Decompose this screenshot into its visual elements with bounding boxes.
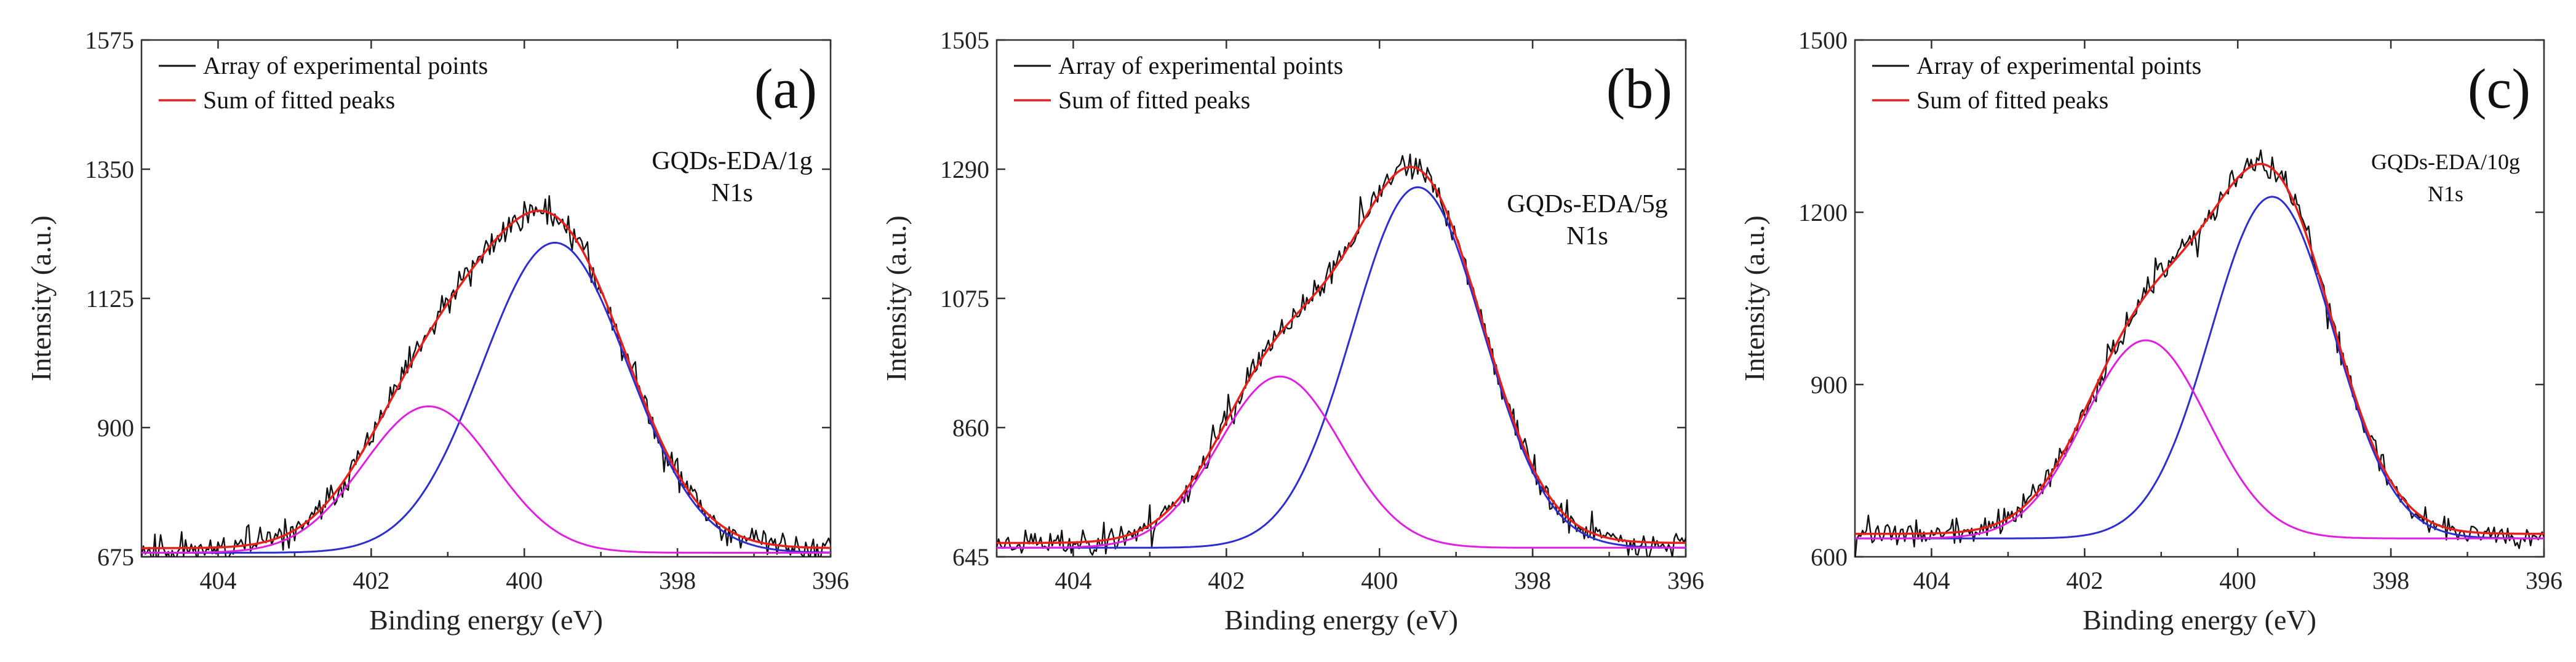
y-tick-label: 1505 xyxy=(940,26,989,54)
y-axis-title: Intensity (a.u.) xyxy=(1739,215,1770,381)
legend-label-fit-sum: Sum of fitted peaks xyxy=(1058,86,1250,114)
x-tick-label: 398 xyxy=(2372,567,2409,594)
x-axis-title: Binding energy (eV) xyxy=(369,604,603,636)
panel-label: (b) xyxy=(1606,57,1672,120)
fitted-sum-line xyxy=(142,209,831,549)
x-tick-label: 404 xyxy=(1913,567,1950,594)
fitted-peak-1 xyxy=(1855,196,2544,540)
x-tick-label: 398 xyxy=(1514,567,1551,594)
fitted-peak-2 xyxy=(997,375,1686,549)
chart-panel-1: 404 402 400 398 396 675 900 1125 1350 1575 Binding… xyxy=(25,26,849,636)
x-tick-label: 400 xyxy=(2219,567,2256,594)
chart-panel-3: 404 402 400 398 396 600 900 1200 1500 Binding ene… xyxy=(1739,26,2562,636)
core-level-annotation: N1s xyxy=(2428,181,2463,206)
y-tick-label: 1290 xyxy=(940,156,989,183)
x-axis-title: Binding energy (eV) xyxy=(2083,604,2316,636)
legend-label-experimental: Array of experimental points xyxy=(1916,52,2201,79)
experimental-points-line xyxy=(1855,149,2544,557)
y-tick-label: 1575 xyxy=(85,26,134,54)
x-tick-label: 400 xyxy=(1361,567,1398,594)
panel-label: (a) xyxy=(754,57,817,120)
core-level-annotation: N1s xyxy=(1566,222,1608,250)
plot-area xyxy=(1855,149,2544,557)
x-tick-label: 402 xyxy=(1208,567,1245,594)
plot-area xyxy=(142,195,831,557)
x-tick-label: 400 xyxy=(506,567,543,594)
fitted-peak-1 xyxy=(142,242,831,554)
y-tick-label: 645 xyxy=(952,543,989,571)
plot-frame xyxy=(140,39,832,558)
x-tick-label: 402 xyxy=(2066,567,2103,594)
sample-annotation: GQDs-EDA/10g xyxy=(2371,150,2520,174)
x-axis-title: Binding energy (eV) xyxy=(1224,604,1458,636)
core-level-annotation: N1s xyxy=(711,179,753,207)
y-axis-title: Intensity (a.u.) xyxy=(25,215,57,381)
y-tick-label: 900 xyxy=(97,414,134,442)
fitted-peak-1 xyxy=(997,186,1686,549)
sample-annotation: GQDs-EDA/1g xyxy=(652,147,812,175)
y-tick-label: 675 xyxy=(97,543,134,571)
legend-label-experimental: Array of experimental points xyxy=(1058,52,1343,79)
fitted-sum-line xyxy=(997,166,1686,544)
y-tick-label: 1500 xyxy=(1798,26,1848,54)
plot-area xyxy=(997,153,1686,557)
plot-frame xyxy=(995,39,1687,558)
x-tick-label: 396 xyxy=(1667,567,1704,594)
y-tick-label: 860 xyxy=(952,414,989,442)
chart-panel-2: 404 402 400 398 396 645 860 1075 1290 1505 Binding… xyxy=(880,26,1704,636)
sample-annotation: GQDs-EDA/5g xyxy=(1507,190,1667,218)
y-tick-label: 900 xyxy=(1811,371,1848,399)
fitted-sum-line xyxy=(1855,162,2544,535)
panel-label: (c) xyxy=(2468,57,2530,120)
x-tick-label: 402 xyxy=(353,567,389,594)
y-tick-label: 1350 xyxy=(85,156,134,183)
plot-frame xyxy=(1854,39,2545,558)
legend-label-fit-sum: Sum of fitted peaks xyxy=(203,86,395,114)
y-tick-label: 1075 xyxy=(940,285,989,313)
x-tick-label: 404 xyxy=(1055,567,1091,594)
x-tick-label: 396 xyxy=(2526,567,2562,594)
fitted-peak-2 xyxy=(1855,339,2544,540)
y-tick-label: 600 xyxy=(1811,543,1848,571)
x-tick-label: 396 xyxy=(812,567,849,594)
y-tick-label: 1125 xyxy=(86,285,134,313)
legend-label-experimental: Array of experimental points xyxy=(203,52,488,79)
fitted-peak-2 xyxy=(142,405,831,554)
y-axis-title: Intensity (a.u.) xyxy=(880,215,912,381)
x-tick-label: 398 xyxy=(659,567,696,594)
x-tick-label: 404 xyxy=(199,567,236,594)
legend-label-fit-sum: Sum of fitted peaks xyxy=(1916,86,2108,114)
y-tick-label: 1200 xyxy=(1798,199,1848,226)
